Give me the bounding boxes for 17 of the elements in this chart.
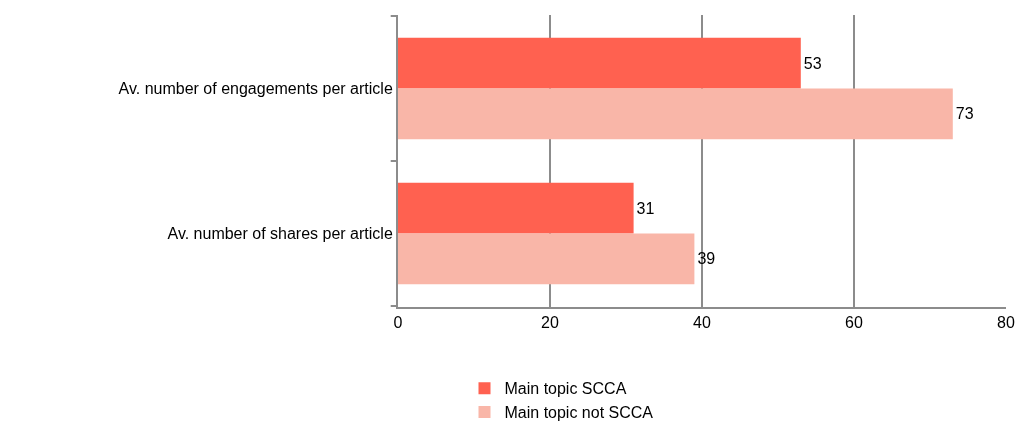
x-tick-label: 0	[393, 314, 403, 332]
bar	[398, 37, 801, 89]
data-label: 53	[803, 54, 822, 72]
bar	[398, 88, 953, 140]
data-label: 31	[636, 199, 655, 217]
legend-label: Main topic SCCA	[504, 380, 627, 398]
y-tick-label: Av. number of engagements per article	[118, 80, 393, 98]
bar	[398, 233, 695, 285]
x-tick-label: 80	[997, 314, 1015, 332]
bar	[398, 182, 634, 234]
x-tick-label: 60	[845, 314, 863, 332]
x-tick-label: 20	[541, 314, 559, 332]
x-tick-label: 40	[693, 314, 711, 332]
y-tick-label: Av. number of shares per article	[167, 225, 393, 243]
data-label: 73	[955, 105, 974, 123]
legend-label: Main topic not SCCA	[504, 404, 654, 422]
data-label: 39	[697, 250, 716, 268]
